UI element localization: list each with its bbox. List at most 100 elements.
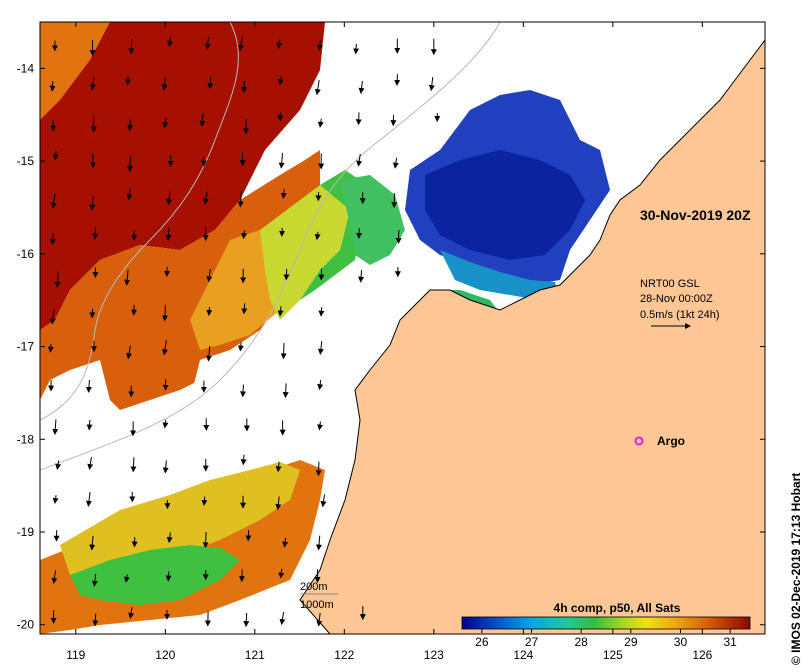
lon-tick-label: 122 (334, 648, 354, 662)
current-vector (277, 306, 284, 317)
current-vector (207, 76, 214, 90)
lon-tick-label: 119 (66, 648, 85, 662)
current-vector (276, 39, 283, 49)
current-vector (166, 532, 173, 544)
current-vector (161, 77, 168, 91)
current-vector (49, 81, 56, 92)
lon-tick-label: 125 (603, 648, 623, 662)
current-vector (161, 304, 168, 322)
map-field (40, 22, 765, 634)
current-vector (275, 461, 282, 473)
current-vector (49, 233, 56, 245)
current-vector (49, 309, 56, 325)
current-vector (199, 113, 206, 127)
colorbar-title: 4h comp, p50, All Sats (554, 601, 681, 615)
current-vector (92, 613, 99, 627)
current-vector (205, 345, 212, 362)
current-vector (126, 188, 133, 201)
colorbar-tick-label: 31 (723, 635, 737, 649)
current-vector (278, 152, 285, 169)
current-vector (123, 574, 130, 583)
argo-marker (634, 436, 644, 446)
current-vector (277, 75, 284, 86)
current-vector (50, 193, 57, 209)
current-vector (241, 303, 248, 315)
current-vector (55, 460, 62, 470)
current-vector (52, 419, 59, 435)
contour-label-200m: 200m (300, 581, 328, 593)
current-vector (89, 308, 96, 319)
current-vector (206, 306, 213, 317)
current-vectors (47, 36, 441, 628)
lat-tick-label: -18 (17, 432, 35, 446)
current-vector (162, 419, 169, 429)
current-vector (353, 43, 360, 55)
lat-tick-label: -20 (17, 618, 35, 632)
current-vector (161, 339, 168, 356)
current-vector (392, 157, 399, 169)
current-vector (237, 36, 244, 52)
colorbar-tick-label: 29 (624, 635, 638, 649)
lon-tick-label: 120 (155, 648, 175, 662)
lat-tick-label: -16 (17, 247, 35, 261)
current-legend-line1: NRT00 GSL (640, 278, 700, 290)
current-vector (47, 343, 54, 353)
current-vector (128, 607, 135, 619)
current-vector (240, 384, 247, 398)
current-vector (280, 342, 287, 360)
current-legend-line3: 0.5m/s (1kt 24h) (640, 309, 719, 321)
depth-contour-200m (40, 22, 239, 421)
colorbar-tick-label: 30 (674, 635, 688, 649)
current-vector (282, 537, 289, 548)
colorbar-ramp (461, 616, 751, 630)
depth-contour-1000m (40, 22, 501, 471)
current-vector (241, 80, 248, 93)
current-vector (282, 383, 289, 399)
current-vector (85, 380, 92, 393)
current-vector (51, 570, 58, 585)
current-vector (87, 457, 94, 470)
lat-tick-label: -17 (17, 340, 35, 354)
current-vector (317, 118, 324, 128)
current-vector (54, 271, 61, 288)
current-vector (317, 421, 324, 431)
argo-label: Argo (657, 434, 685, 448)
current-vector (316, 40, 323, 52)
current-legend-line2: 28-Nov 00:00Z (640, 293, 713, 305)
latitude-axis: -14 -15 -16 -17 -18 -19 -20 (17, 61, 765, 632)
current-vector (358, 80, 365, 94)
lon-tick-label: 121 (245, 648, 265, 662)
current-vector (320, 494, 327, 508)
current-vector (128, 39, 135, 55)
land-mass (299, 22, 765, 634)
current-vector (314, 80, 321, 96)
current-vector (89, 195, 96, 211)
current-vector (280, 189, 287, 199)
lat-tick-label: -15 (17, 154, 35, 168)
current-vector (318, 307, 325, 317)
current-vector (240, 454, 247, 466)
current-vector (317, 341, 324, 355)
current-vector (428, 77, 435, 92)
current-vector (85, 492, 92, 507)
current-vector (202, 531, 209, 549)
current-vector (52, 495, 59, 505)
current-vector (86, 419, 93, 431)
contour-label-1000m: 1000m (300, 599, 334, 611)
current-vector (279, 611, 286, 626)
lat-tick-label: -19 (17, 525, 35, 539)
lon-tick-label: 126 (692, 648, 712, 662)
colorbar-tick-label: 27 (525, 635, 539, 649)
current-vector (241, 230, 248, 240)
current-vector (358, 269, 365, 283)
current-vector (124, 75, 131, 86)
map-frame (39, 21, 766, 635)
current-vector (237, 342, 244, 352)
current-vector (243, 612, 250, 628)
current-vector (89, 77, 96, 91)
current-vector (162, 460, 169, 474)
current-vector (202, 191, 209, 205)
current-vector (124, 269, 131, 286)
colorbar-tick-label: 28 (574, 635, 588, 649)
current-vector (130, 457, 137, 473)
